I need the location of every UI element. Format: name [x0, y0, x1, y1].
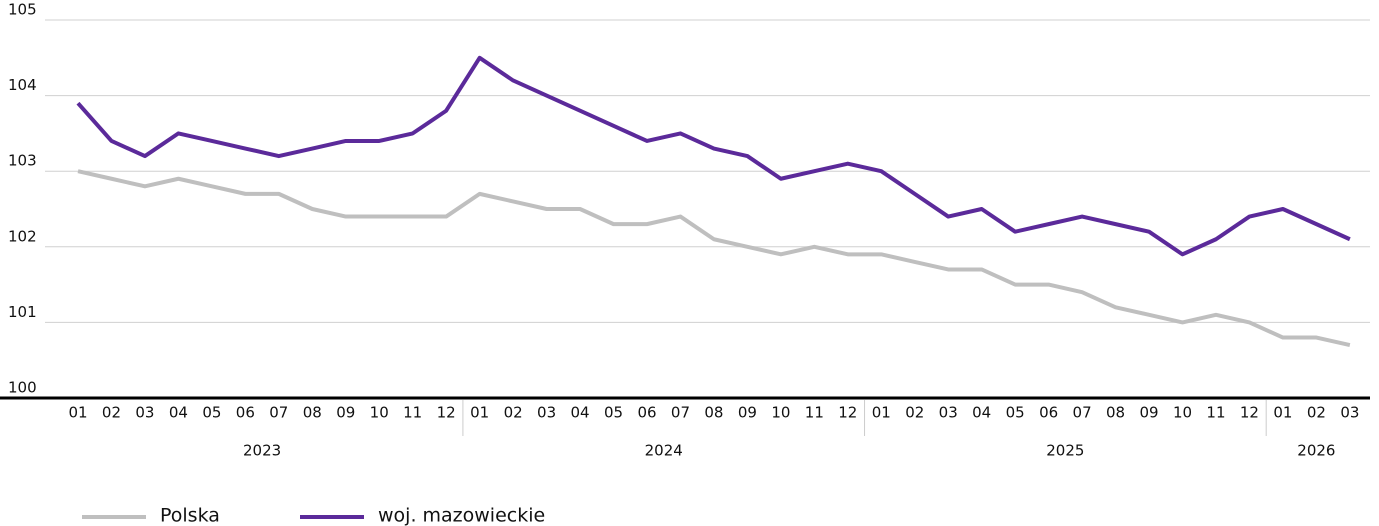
x-tick-label: 08: [303, 404, 322, 422]
y-tick-label: 102: [8, 227, 37, 245]
x-tick-label: 01: [470, 404, 489, 422]
x-tick-label: 10: [1173, 404, 1192, 422]
x-tick-label: 05: [1006, 404, 1025, 422]
x-tick-label: 04: [169, 404, 188, 422]
series-line: [77, 169, 1351, 348]
x-tick-label: 12: [437, 404, 456, 422]
y-tick-label: 105: [8, 1, 37, 19]
x-tick-label: 07: [269, 404, 288, 422]
x-tick-label: 03: [135, 404, 154, 422]
y-tick-label: 100: [8, 379, 37, 397]
x-tick-label: 02: [1307, 404, 1326, 422]
x-tick-label: 08: [1106, 404, 1125, 422]
x-tick-label: 01: [872, 404, 891, 422]
y-tick-label: 103: [8, 152, 37, 170]
y-tick-label: 104: [8, 76, 37, 94]
x-tick-label: 03: [939, 404, 958, 422]
x-tick-label: 11: [805, 404, 824, 422]
series-line: [76, 55, 1351, 257]
x-tick-label: 11: [403, 404, 422, 422]
x-tick-label: 10: [771, 404, 790, 422]
x-tick-label: 05: [604, 404, 623, 422]
year-label: 2024: [645, 442, 683, 460]
x-tick-label: 12: [838, 404, 857, 422]
year-label: 2025: [1046, 442, 1084, 460]
x-tick-label: 02: [102, 404, 121, 422]
x-tick-label: 08: [704, 404, 723, 422]
x-tick-label: 09: [738, 404, 757, 422]
x-tick-label: 02: [504, 404, 523, 422]
x-tick-label: 06: [637, 404, 656, 422]
x-tick-label: 09: [336, 404, 355, 422]
legend-label: woj. mazowieckie: [378, 505, 545, 526]
x-tick-label: 04: [972, 404, 991, 422]
x-tick-label: 09: [1139, 404, 1158, 422]
x-tick-label: 07: [1073, 404, 1092, 422]
year-label: 2023: [243, 442, 281, 460]
x-tick-label: 06: [1039, 404, 1058, 422]
x-tick-label: 11: [1206, 404, 1225, 422]
x-tick-label: 03: [537, 404, 556, 422]
x-tick-label: 01: [68, 404, 87, 422]
year-label: 2026: [1297, 442, 1335, 460]
x-tick-label: 05: [202, 404, 221, 422]
x-tick-label: 10: [370, 404, 389, 422]
y-tick-label: 101: [8, 303, 37, 321]
x-tick-label: 07: [671, 404, 690, 422]
x-tick-label: 02: [905, 404, 924, 422]
x-tick-label: 12: [1240, 404, 1259, 422]
x-tick-label: 06: [236, 404, 255, 422]
x-tick-label: 04: [571, 404, 590, 422]
legend-label: Polska: [160, 505, 220, 526]
x-tick-label: 03: [1340, 404, 1359, 422]
x-tick-label: 01: [1273, 404, 1292, 422]
